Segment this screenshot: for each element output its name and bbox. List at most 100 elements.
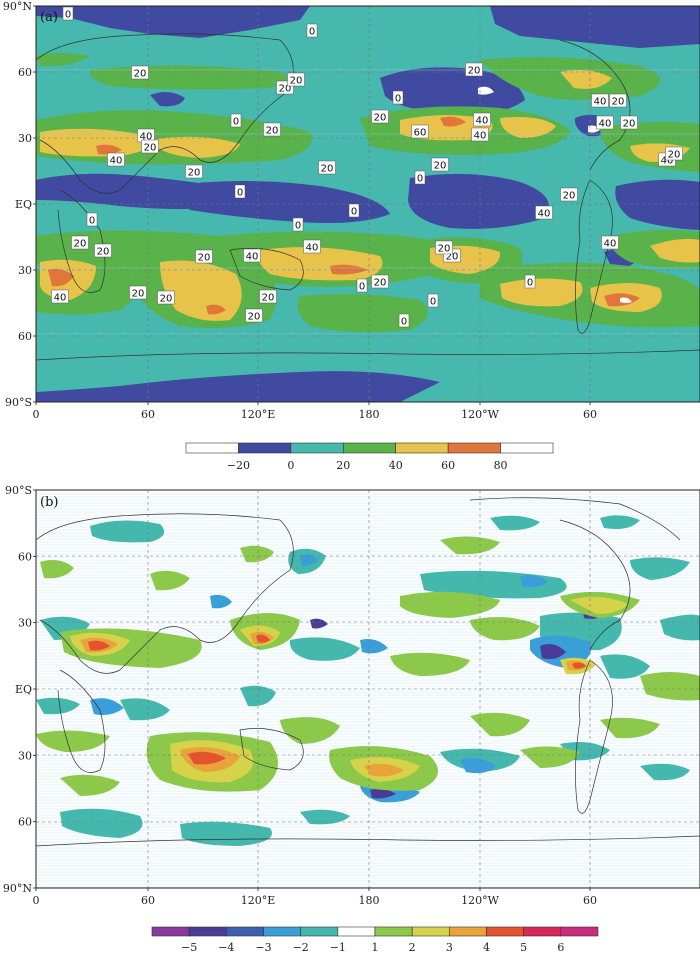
contour-label: 40 [596,115,614,130]
colorbar-swatch [337,926,376,937]
svg-text:40: 40 [476,116,489,127]
svg-text:20: 20 [623,119,636,130]
lon-tick-label: 0 [33,894,40,907]
panel-a-orange-cores [48,116,640,315]
contour-label: 20 [259,289,277,304]
colorbar-tick-label: 20 [336,459,350,472]
svg-text:20: 20 [321,164,334,175]
svg-text:20: 20 [97,247,110,258]
svg-text:0: 0 [295,221,301,232]
lat-tick-label: 30 [18,132,32,145]
lat-tick-label: 30 [18,749,32,762]
contour-label: 0 [86,212,98,227]
lon-tick-label: 60 [141,894,155,907]
contour-label: 20 [371,109,389,124]
colorbar-tick-label: 6 [557,941,564,954]
contour-label: 20 [71,235,89,250]
panel-b-lon-ticks: 0 60 120°E 180 120°W 60 [33,888,597,907]
contour-label: 40 [601,235,619,250]
colorbar-swatch [342,442,397,454]
panel-a-lat-ticks: 90°N 60 30 EQ 30 60 90°S [3,0,36,409]
contour-label: 0 [306,23,318,38]
lon-tick-label: 120°W [461,408,499,421]
lon-tick-label: 60 [583,408,597,421]
lon-tick-label: 0 [33,408,40,421]
colorbar-swatch [300,926,339,937]
svg-text:0: 0 [65,10,71,21]
svg-text:40: 40 [538,209,551,220]
contour-label: 40 [473,112,491,127]
colorbar-tick-label: −4 [218,941,234,954]
contour-label: 0 [62,6,74,21]
svg-text:20: 20 [290,76,303,87]
svg-text:20: 20 [446,252,459,263]
colorbar-swatch [411,926,450,937]
lat-tick-label: 30 [18,264,32,277]
contour-label: 20 [465,62,483,77]
svg-text:0: 0 [233,117,239,128]
colorbar-swatch [151,926,190,937]
colorbar-tick-label: −20 [227,459,250,472]
svg-text:20: 20 [668,150,681,161]
contour-label: 20 [665,146,683,161]
colorbar-tick-label: 2 [409,941,416,954]
svg-text:0: 0 [359,282,365,293]
panel-a-label: (a) [40,10,58,25]
colorbar-tick-label: 4 [483,941,490,954]
contour-label: 40 [303,239,321,254]
contour-label: 20 [245,308,263,323]
lon-tick-label: 120°W [461,894,499,907]
svg-text:0: 0 [309,27,315,38]
contour-label: 20 [263,122,281,137]
contour-label: 40 [243,248,261,263]
colorbar-swatch [374,926,413,937]
panel-b-colorbar: −5 −4 −3 −2 −1 1 2 3 4 5 6 [151,926,599,954]
colorbar-tick-label: −5 [181,941,197,954]
colorbar-tick-label: 1 [372,941,379,954]
colorbar-swatch [449,926,487,937]
lon-tick-label: 180 [359,408,380,421]
svg-text:20: 20 [132,289,145,300]
svg-text:20: 20 [74,239,87,250]
contour-label: 20 [609,93,627,108]
contour-label: 0 [230,113,242,128]
svg-text:20: 20 [266,126,279,137]
colorbar-swatch [560,926,599,937]
colorbar-tick-label: 3 [446,941,453,954]
contour-label: 0 [427,293,439,308]
panel-a-coastlines [36,33,700,361]
contour-label: 20 [195,249,213,264]
svg-text:20: 20 [198,253,211,264]
svg-text:40: 40 [604,239,617,250]
svg-text:20: 20 [374,278,387,289]
contour-label: 40 [535,205,553,220]
lon-tick-label: 120°E [241,408,276,421]
lat-tick-label: 60 [18,330,32,343]
contour-label: 0 [356,278,368,293]
lon-tick-label: 120°E [241,894,276,907]
contour-label: 20 [560,187,578,202]
svg-text:0: 0 [527,278,533,289]
lat-tick-label: 30 [18,617,32,630]
colorbar-tick-label: 60 [441,459,455,472]
colorbar-swatch [263,926,301,937]
svg-text:20: 20 [144,143,157,154]
contour-label: 0 [414,170,426,185]
svg-text:20: 20 [612,97,625,108]
contour-label: 40 [591,93,609,108]
panel-b-coastlines [36,497,700,847]
svg-text:20: 20 [279,84,292,95]
svg-text:40: 40 [594,97,607,108]
svg-text:0: 0 [417,174,423,185]
svg-text:40: 40 [474,131,487,142]
svg-text:0: 0 [395,94,401,105]
lat-tick-label: 60 [18,550,32,563]
lat-tick-label: 90°N [3,882,32,895]
contour-label: 20 [620,115,638,130]
svg-text:40: 40 [246,252,259,263]
svg-text:20: 20 [248,312,261,323]
panel-b-grid [36,490,700,888]
colorbar-tick-label: −1 [330,941,346,954]
